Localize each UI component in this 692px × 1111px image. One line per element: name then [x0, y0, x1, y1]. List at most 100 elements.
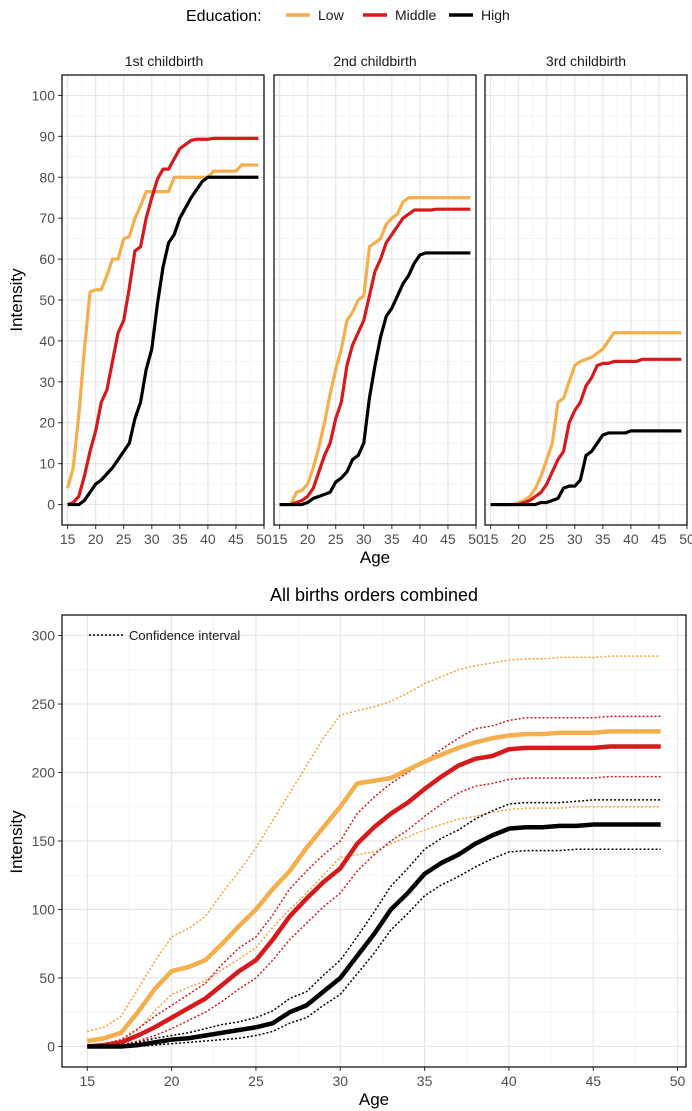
facet-strip-label: 1st childbirth — [125, 53, 204, 69]
grid — [62, 615, 686, 1067]
series-line-middle — [279, 207, 471, 507]
x-tick-label: 45 — [440, 531, 456, 547]
x-tick-label: 15 — [60, 531, 76, 547]
x-tick-labels: 15 20 25 30 35 40 45 50 — [483, 525, 692, 547]
series-line-middle — [67, 136, 259, 507]
x-tick-labels: 15 20 25 30 35 40 45 50 — [272, 525, 484, 547]
bottom-y-axis-title: Intensity — [7, 810, 26, 874]
x-tick-label: 50 — [256, 531, 272, 547]
x-tick-label: 45 — [585, 1073, 601, 1089]
x-tick-label: 30 — [332, 1073, 348, 1089]
y-tick-label: 10 — [39, 456, 55, 472]
legend-label-high: High — [481, 7, 510, 23]
ci-line-middle-upper — [87, 715, 661, 1046]
x-tick-label: 15 — [272, 531, 288, 547]
ci-line-middle-lower — [87, 775, 661, 1048]
y-tick-label: 250 — [32, 696, 56, 712]
x-tick-label: 30 — [144, 531, 160, 547]
series-lines — [86, 729, 661, 1049]
x-tick-label: 40 — [200, 531, 216, 547]
legend-label-low: Low — [318, 7, 345, 23]
x-tick-label: 25 — [116, 531, 132, 547]
panel-border — [484, 74, 688, 526]
facet-1st-childbirth: 1st childbirth 0 10 20 30 40 50 60 70 80 90 100 15… — [32, 53, 272, 547]
y-tick-label: 80 — [39, 169, 55, 185]
bottom-x-axis-title: Age — [359, 1090, 389, 1109]
series-line-middle — [87, 744, 661, 1049]
x-tick-label: 20 — [300, 531, 316, 547]
facet-3rd-childbirth: 3rd childbirth 15 20 25 30 35 40 45 50 — [483, 53, 692, 547]
legend: Education: Low Middle High — [186, 7, 510, 25]
series-line-high — [87, 822, 661, 1049]
x-tick-label: 20 — [88, 531, 104, 547]
y-tick-label: 60 — [39, 251, 55, 267]
series-line-low — [66, 163, 259, 489]
x-tick-label: 45 — [651, 531, 667, 547]
bottom-chart-title: All births orders combined — [270, 585, 478, 605]
x-tick-label: 20 — [511, 531, 527, 547]
x-tick-label: 20 — [164, 1073, 180, 1089]
ci-line-low-lower — [87, 806, 661, 1046]
series-line-low — [86, 729, 661, 1044]
ci-annotation: Confidence interval — [89, 628, 240, 643]
x-tick-labels: 15 20 25 30 35 40 45 50 — [60, 525, 272, 547]
x-tick-label: 35 — [172, 531, 188, 547]
x-tick-label: 30 — [567, 531, 583, 547]
y-tick-label: 30 — [39, 374, 55, 390]
panel-border — [61, 614, 687, 1068]
series-lines — [66, 136, 259, 507]
combined-chart: 0 50 100 150 200 250 300 15 20 25 30 35 40 45 50 Conf… — [32, 614, 687, 1089]
x-tick-label: 35 — [595, 531, 611, 547]
y-tick-label: 70 — [39, 210, 55, 226]
x-tick-label: 30 — [356, 531, 372, 547]
ci-lines — [87, 655, 661, 1048]
x-tick-label: 25 — [248, 1073, 264, 1089]
top-x-axis-title: Age — [360, 548, 390, 567]
x-tick-label: 35 — [417, 1073, 433, 1089]
ci-legend-label: Confidence interval — [129, 628, 240, 643]
legend-label-middle: Middle — [395, 7, 436, 23]
x-tick-label: 25 — [328, 531, 344, 547]
x-tick-label: 40 — [412, 531, 428, 547]
facet-2nd-childbirth: 2nd childbirth 15 20 25 30 35 40 45 50 — [272, 53, 484, 547]
x-tick-labels: 15 20 25 30 35 40 45 50 — [80, 1067, 686, 1089]
y-tick-label: 20 — [39, 415, 55, 431]
ci-line-high-lower — [87, 848, 661, 1048]
y-tick-label: 90 — [39, 128, 55, 144]
series-line-low — [279, 196, 471, 507]
x-tick-label: 50 — [468, 531, 484, 547]
grid — [62, 75, 265, 525]
facet-strip-label: 2nd childbirth — [333, 53, 416, 69]
y-tick-label: 0 — [47, 497, 55, 513]
y-tick-label: 100 — [32, 87, 56, 103]
y-tick-labels: 0 50 100 150 200 250 300 — [32, 628, 62, 1054]
facet-strip-label: 3rd childbirth — [546, 53, 626, 69]
grid — [485, 75, 688, 525]
y-tick-label: 40 — [39, 333, 55, 349]
series-line-low — [490, 331, 682, 507]
x-tick-label: 15 — [80, 1073, 96, 1089]
grid — [274, 75, 477, 525]
y-tick-labels: 0 10 20 30 40 50 60 70 80 90 100 — [32, 87, 62, 513]
x-tick-label: 50 — [679, 531, 692, 547]
x-tick-label: 35 — [384, 531, 400, 547]
ci-line-high-upper — [87, 799, 661, 1048]
x-tick-label: 45 — [228, 531, 244, 547]
y-tick-label: 100 — [32, 901, 56, 917]
panel-border — [273, 74, 477, 526]
series-lines — [490, 331, 682, 507]
y-tick-label: 150 — [32, 833, 56, 849]
y-tick-label: 50 — [39, 292, 55, 308]
x-tick-label: 50 — [670, 1073, 686, 1089]
x-tick-label: 25 — [539, 531, 555, 547]
x-tick-label: 40 — [623, 531, 639, 547]
y-tick-label: 0 — [47, 1038, 55, 1054]
series-line-high — [67, 175, 259, 507]
top-y-axis-title: Intensity — [7, 268, 26, 332]
y-tick-label: 50 — [39, 970, 55, 986]
ci-line-low-upper — [87, 655, 661, 1033]
panel-border — [61, 74, 265, 526]
x-tick-label: 15 — [483, 531, 499, 547]
series-lines — [279, 196, 471, 507]
